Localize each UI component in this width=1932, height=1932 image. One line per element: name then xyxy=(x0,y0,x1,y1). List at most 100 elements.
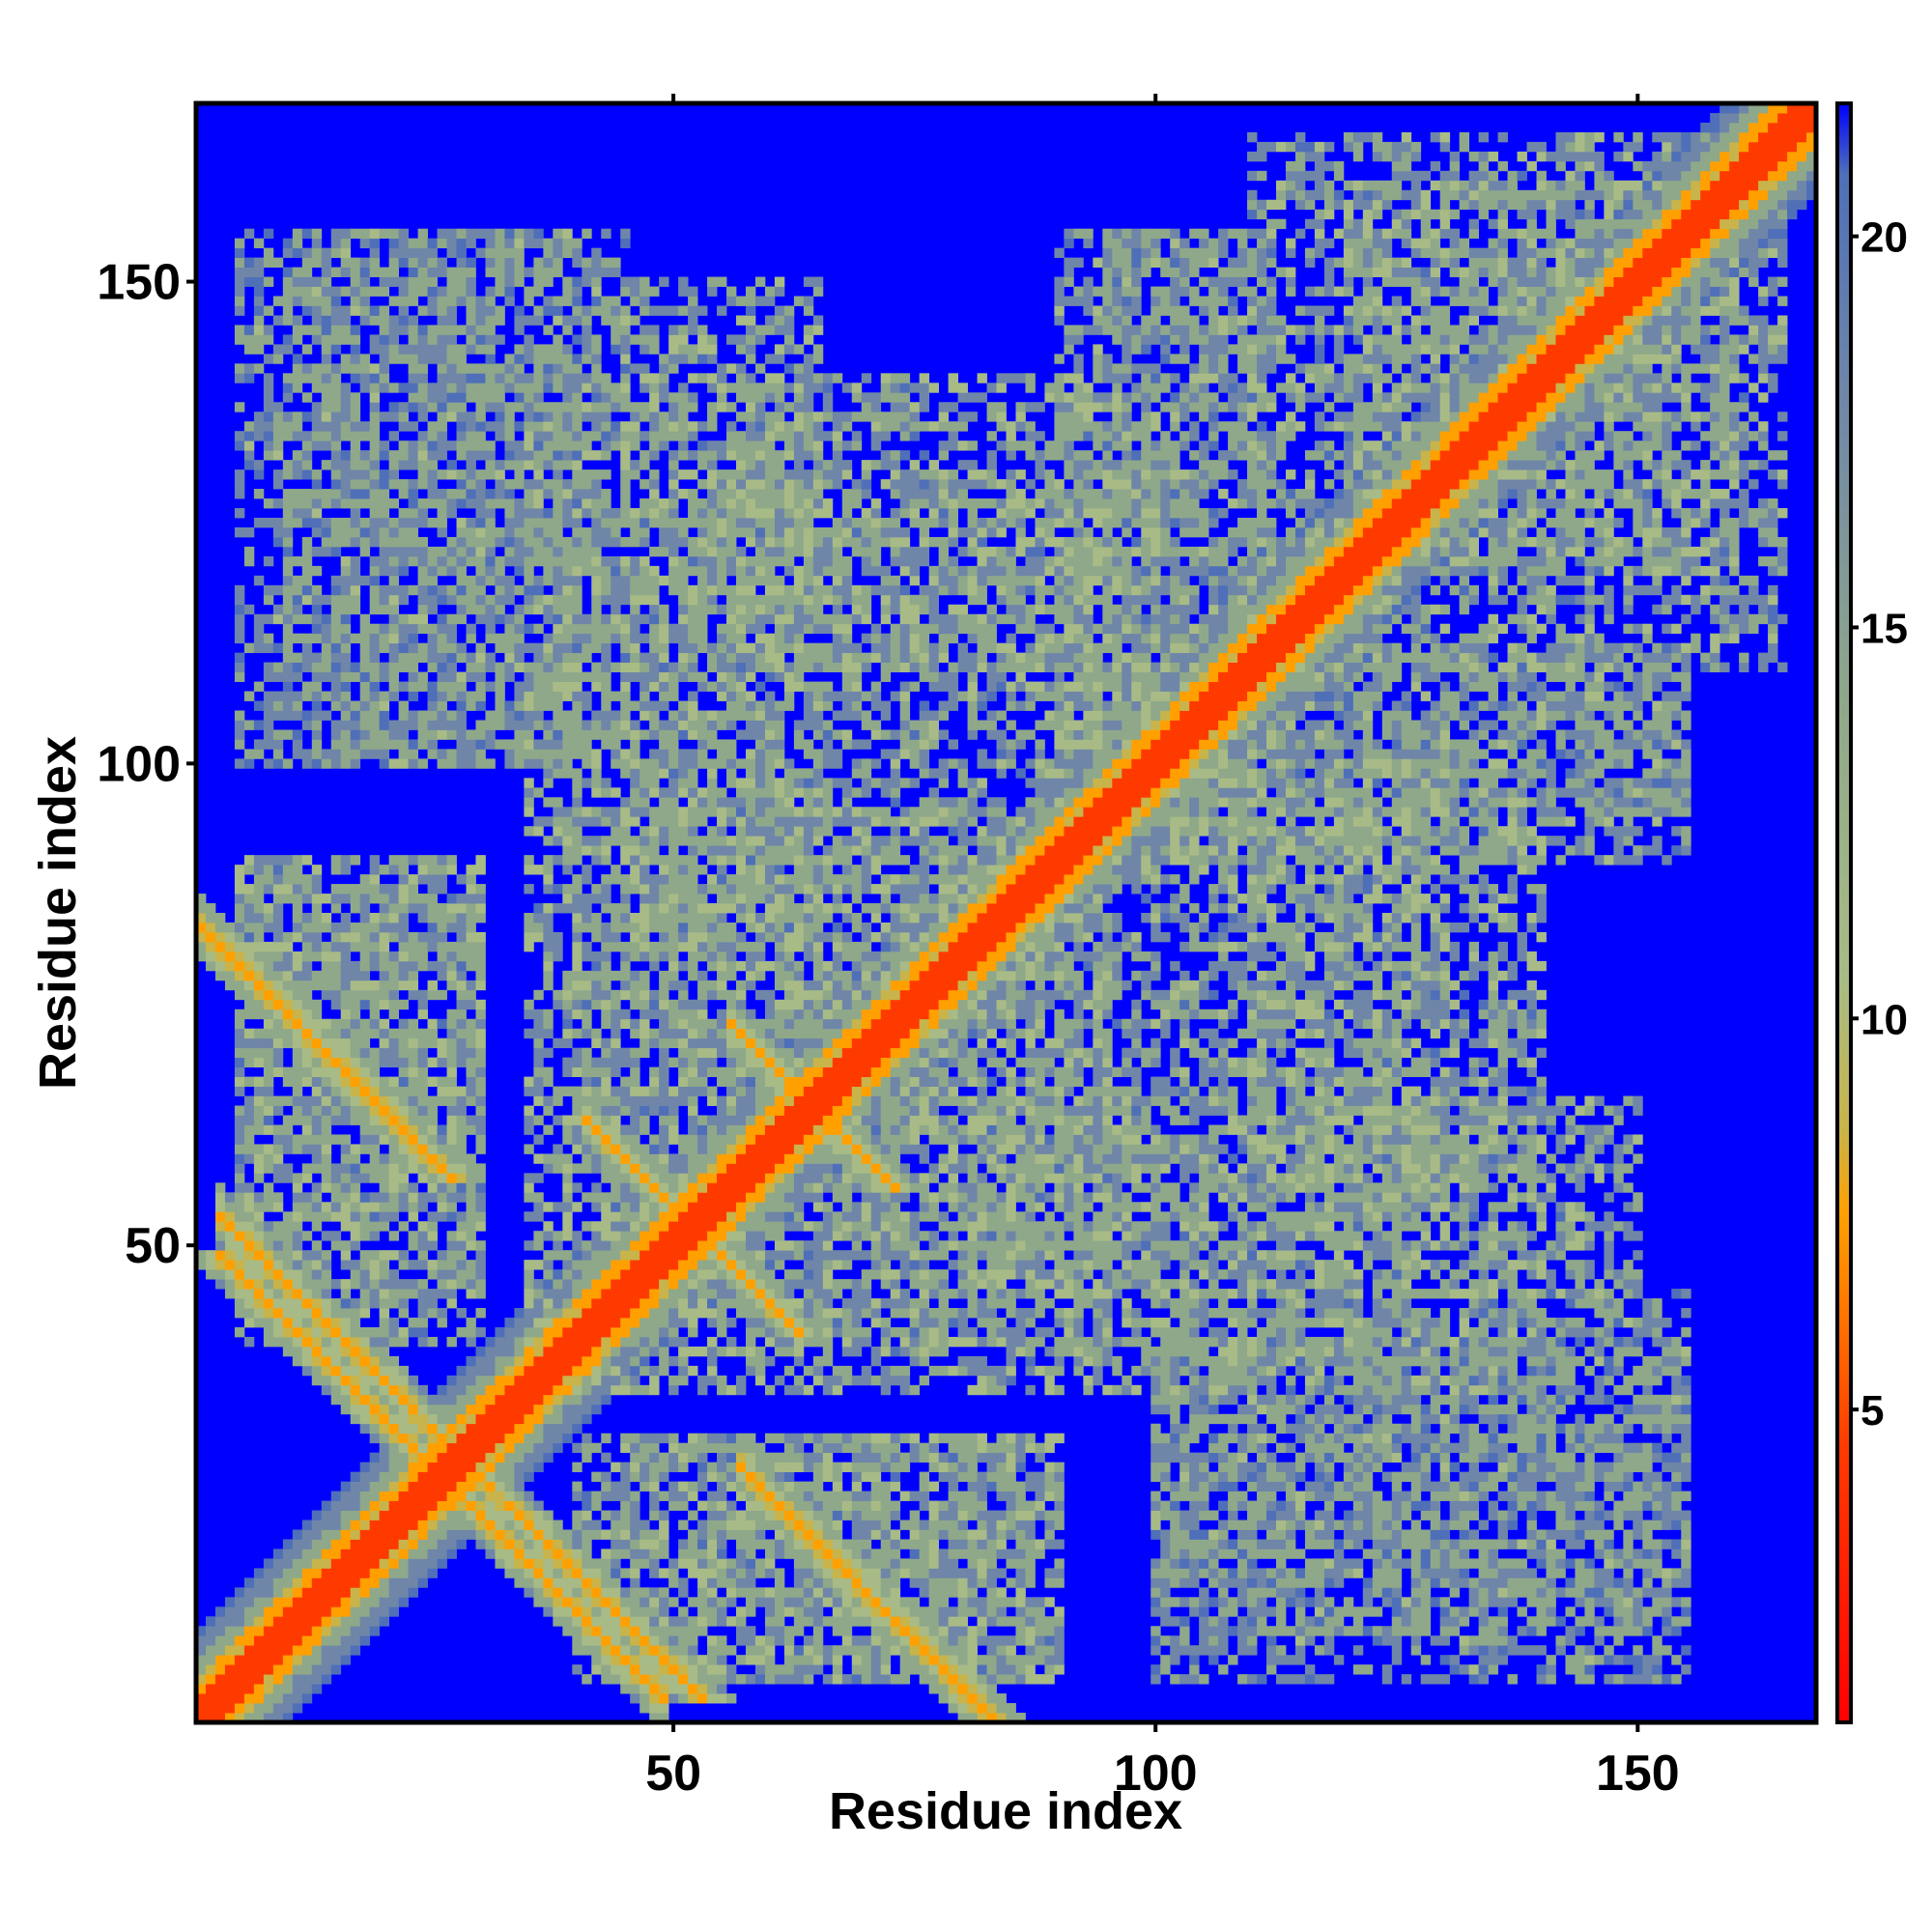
heatmap-cell xyxy=(514,1491,525,1501)
heatmap-cell xyxy=(630,1182,640,1193)
heatmap-cell xyxy=(359,460,371,470)
heatmap-cell xyxy=(359,1491,371,1501)
heatmap-cell xyxy=(282,1221,294,1232)
heatmap-cell xyxy=(234,1144,245,1154)
heatmap-cell xyxy=(514,354,525,364)
heatmap-cell xyxy=(388,402,400,412)
heatmap-cell xyxy=(340,498,352,509)
heatmap-cell xyxy=(639,951,650,962)
heatmap-cell xyxy=(466,344,476,355)
heatmap-cell xyxy=(359,710,371,721)
heatmap-cell xyxy=(668,855,679,866)
heatmap-cell xyxy=(369,479,381,490)
heatmap-cell xyxy=(311,1577,323,1588)
heatmap-cell xyxy=(301,1144,313,1154)
heatmap-cell xyxy=(533,440,544,451)
heatmap-cell xyxy=(417,267,428,277)
heatmap-cell xyxy=(495,363,505,374)
heatmap-cell xyxy=(639,1664,650,1675)
heatmap-cell xyxy=(417,1558,428,1569)
heatmap-cell xyxy=(495,1365,505,1377)
heatmap-cell xyxy=(495,257,505,268)
heatmap-cell xyxy=(649,1462,660,1473)
heatmap-cell xyxy=(572,855,582,866)
heatmap-cell xyxy=(427,1529,438,1540)
heatmap-cell xyxy=(659,1047,669,1059)
heatmap-cell xyxy=(234,604,245,615)
heatmap-cell xyxy=(591,807,602,817)
heatmap-cell xyxy=(475,305,486,316)
heatmap-cell xyxy=(562,1182,573,1193)
heatmap-cell xyxy=(417,1471,428,1482)
heatmap-cell xyxy=(630,1202,640,1212)
heatmap-cell xyxy=(475,1240,486,1251)
heatmap-cell xyxy=(301,1336,313,1348)
heatmap-cell xyxy=(514,276,525,287)
heatmap-cell xyxy=(427,1442,438,1454)
heatmap-cell xyxy=(340,1375,352,1386)
heatmap-cell xyxy=(311,865,323,875)
heatmap-cell xyxy=(553,305,563,316)
heatmap-cell xyxy=(350,373,361,384)
heatmap-cell xyxy=(388,1413,400,1425)
heatmap-cell xyxy=(611,1577,621,1588)
heatmap-cell xyxy=(524,1182,534,1193)
heatmap-cell xyxy=(272,1269,284,1280)
heatmap-cell xyxy=(553,1597,563,1607)
heatmap-cell xyxy=(562,1365,573,1377)
heatmap-cell xyxy=(388,1037,400,1049)
heatmap-cell xyxy=(649,941,660,952)
heatmap-cell xyxy=(330,517,342,528)
heatmap-cell xyxy=(591,334,602,345)
heatmap-cell xyxy=(263,517,274,528)
heatmap-cell xyxy=(330,1548,342,1559)
heatmap-cell xyxy=(495,710,505,721)
heatmap-cell xyxy=(543,1124,554,1135)
heatmap-cell xyxy=(630,440,640,451)
heatmap-cell xyxy=(446,363,457,374)
heatmap-cell xyxy=(524,1318,534,1328)
heatmap-cell xyxy=(330,373,342,384)
heatmap-cell xyxy=(601,575,611,586)
heatmap-cell xyxy=(437,1211,447,1222)
heatmap-cell xyxy=(475,884,486,895)
heatmap-cell xyxy=(301,1105,313,1116)
heatmap-cell xyxy=(591,662,602,672)
heatmap-cell xyxy=(243,642,255,654)
heatmap-cell xyxy=(649,594,660,606)
heatmap-cell xyxy=(601,508,611,519)
heatmap-cell xyxy=(668,1616,679,1627)
heatmap-cell xyxy=(524,913,534,923)
heatmap-cell xyxy=(234,874,245,885)
heatmap-cell xyxy=(591,931,602,943)
heatmap-cell xyxy=(379,960,390,972)
heatmap-cell xyxy=(301,894,313,904)
heatmap-cell xyxy=(582,1606,592,1617)
heatmap-cell xyxy=(504,1413,515,1425)
heatmap-cell xyxy=(301,613,313,625)
heatmap-cell xyxy=(427,555,438,567)
heatmap-cell xyxy=(292,1684,303,1694)
heatmap-cell xyxy=(437,489,447,499)
heatmap-cell xyxy=(620,642,631,654)
heatmap-cell xyxy=(350,526,361,538)
heatmap-cell xyxy=(321,1153,332,1164)
heatmap-cell xyxy=(311,1134,323,1145)
heatmap-cell xyxy=(263,951,274,962)
heatmap-cell xyxy=(543,1568,554,1578)
heatmap-cell xyxy=(196,1684,207,1694)
heatmap-cell xyxy=(466,1124,476,1135)
heatmap-cell xyxy=(330,1240,342,1251)
heatmap-cell xyxy=(359,536,371,548)
heatmap-cell xyxy=(543,797,554,808)
heatmap-cell xyxy=(301,652,313,664)
heatmap-cell xyxy=(524,1211,534,1222)
heatmap-cell xyxy=(330,421,342,432)
heatmap-cell xyxy=(253,1577,265,1588)
heatmap-cell xyxy=(272,1326,284,1338)
heatmap-cell xyxy=(639,999,650,1010)
heatmap-cell xyxy=(253,412,265,422)
heatmap-cell xyxy=(311,720,323,730)
heatmap-cell xyxy=(562,402,573,412)
heatmap-cell xyxy=(282,710,294,721)
